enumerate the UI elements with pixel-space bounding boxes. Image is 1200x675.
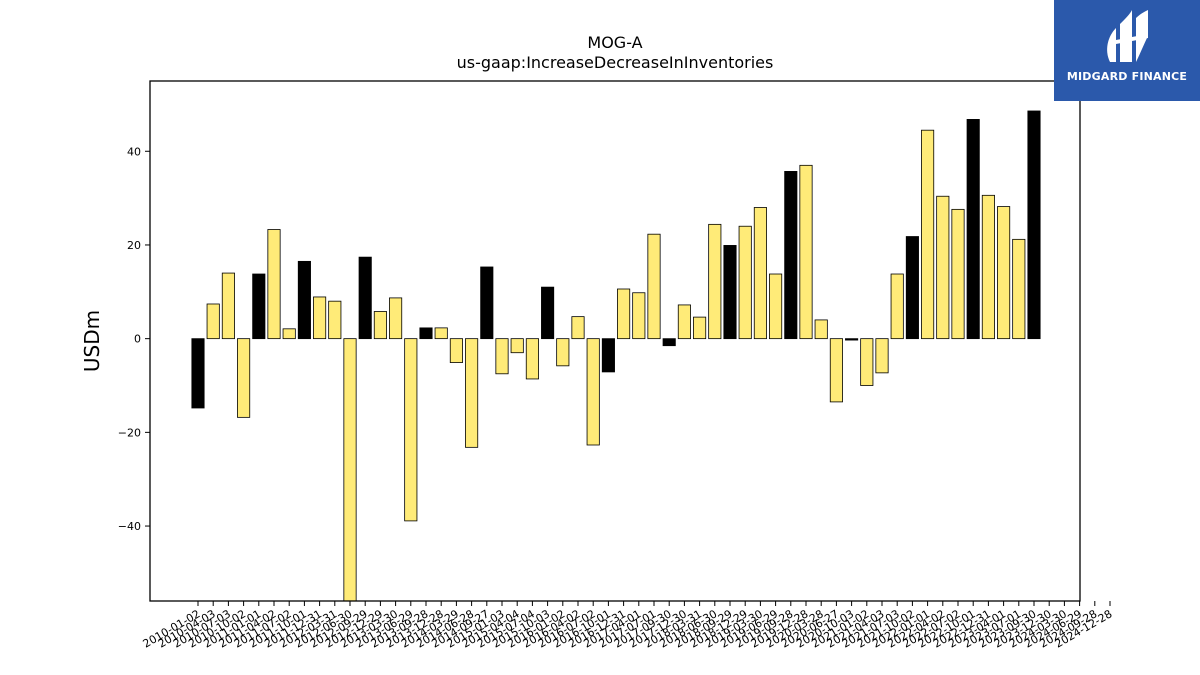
bar <box>662 338 676 347</box>
chart-subtitle: us-gaap:IncreaseDecreaseInInventories <box>457 53 774 72</box>
x-ticks-group: 2010-01-022010-04-032010-07-032010-10-02… <box>141 601 1115 651</box>
bar <box>601 338 615 373</box>
bar <box>632 292 646 340</box>
bar <box>389 297 403 340</box>
bar <box>465 338 479 448</box>
y-tick-label: −20 <box>118 426 141 439</box>
y-ticks-group: −40 −20 0 20 40 <box>118 145 150 533</box>
bar <box>586 338 600 446</box>
bar <box>890 273 904 340</box>
logo-text: MIDGARD FINANCE <box>1066 70 1188 83</box>
bar <box>206 303 220 340</box>
bar <box>541 286 555 340</box>
bar <box>769 273 783 340</box>
bar <box>905 236 919 340</box>
bar <box>373 311 387 340</box>
bar <box>191 338 205 409</box>
midgard-mark-icon <box>1107 10 1148 62</box>
bar <box>525 338 539 380</box>
bar <box>677 304 691 340</box>
bar <box>221 272 235 340</box>
y-tick-label: 0 <box>134 333 141 346</box>
bar <box>267 229 281 340</box>
chart-title: MOG-A <box>587 33 642 52</box>
bar <box>297 260 311 340</box>
bar <box>449 338 463 363</box>
bar <box>556 338 570 367</box>
y-tick-label: 40 <box>127 145 141 158</box>
y-tick-label: 20 <box>127 239 141 252</box>
bar <box>738 225 752 340</box>
bar <box>328 300 342 340</box>
bar <box>921 129 935 340</box>
bar <box>997 206 1011 340</box>
bar <box>708 223 722 340</box>
bar <box>1012 238 1026 340</box>
bar <box>510 338 524 354</box>
bar <box>358 256 372 340</box>
bar <box>1027 110 1041 340</box>
bar <box>237 338 251 418</box>
bar <box>723 245 737 340</box>
bar <box>951 208 965 340</box>
bars-group <box>191 110 1041 602</box>
bar <box>495 338 509 375</box>
bar <box>860 338 874 386</box>
bar <box>404 338 418 522</box>
bar <box>419 327 433 340</box>
y-tick-label: −40 <box>118 520 141 533</box>
bar <box>693 316 707 340</box>
bar <box>282 328 296 340</box>
y-axis-label: USDm <box>80 310 104 372</box>
bar <box>799 164 813 340</box>
bar <box>343 338 357 602</box>
bar <box>571 316 585 340</box>
bar <box>936 195 950 340</box>
bar <box>434 327 448 340</box>
bar <box>480 266 494 340</box>
bar <box>617 288 631 340</box>
bar <box>829 338 843 403</box>
bar <box>875 338 889 374</box>
bar <box>753 207 767 340</box>
bar <box>647 233 661 340</box>
bar <box>966 119 980 340</box>
bar <box>981 194 995 340</box>
bar <box>784 171 798 340</box>
plot-frame <box>149 80 1081 602</box>
bar <box>252 273 266 340</box>
midgard-finance-logo: MIDGARD FINANCE <box>1054 0 1200 101</box>
bar <box>313 296 327 340</box>
bar <box>814 319 828 340</box>
bar <box>845 338 859 341</box>
